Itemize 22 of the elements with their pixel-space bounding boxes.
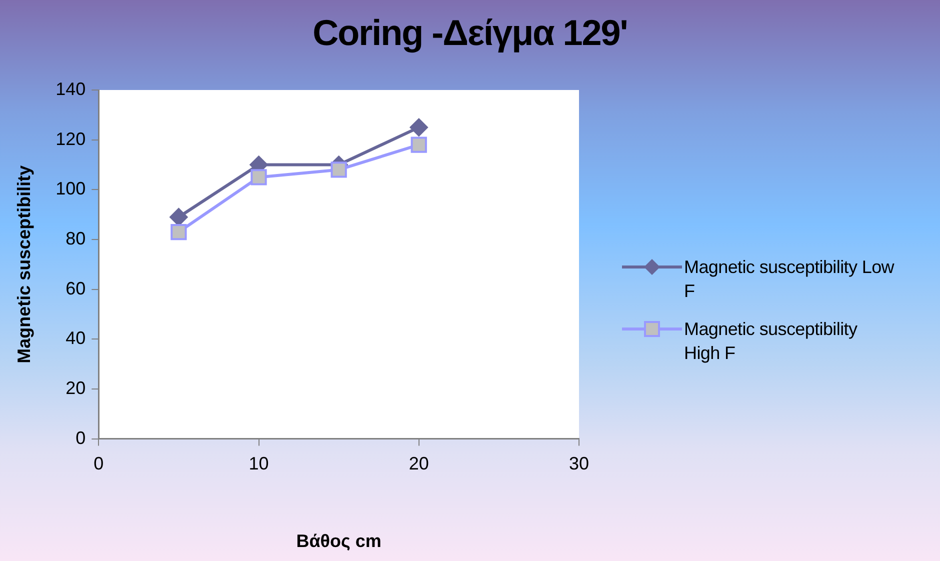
y-tick-label: 80 — [66, 228, 86, 248]
y-tick-label: 60 — [66, 278, 86, 298]
point — [410, 136, 427, 153]
point — [330, 162, 347, 178]
x-tick-label: 0 — [94, 454, 104, 474]
x-axis-title: Βάθος cm — [296, 531, 382, 552]
x-tick-label: 30 — [568, 454, 590, 474]
legend-label: Magnetic susceptibility Low F — [684, 256, 896, 303]
x-tick-label: 20 — [408, 454, 429, 474]
y-tick-label: 120 — [56, 128, 86, 149]
x-tick-label: 10 — [248, 454, 269, 474]
y-tick-label: 140 — [56, 78, 86, 99]
point — [170, 224, 187, 240]
chart-title: Coring -Δείγμα 129' — [312, 12, 628, 54]
point — [410, 118, 428, 136]
y-tick-label: 100 — [56, 178, 86, 199]
y-tick-label: 40 — [66, 328, 86, 348]
y-axis-title: Magnetic susceptibility — [14, 165, 34, 364]
y-tick-label: 20 — [66, 378, 86, 398]
point — [250, 169, 267, 186]
y-tick-label: 0 — [76, 428, 86, 448]
legend-label: Magnetic susceptibility High F — [684, 318, 858, 365]
